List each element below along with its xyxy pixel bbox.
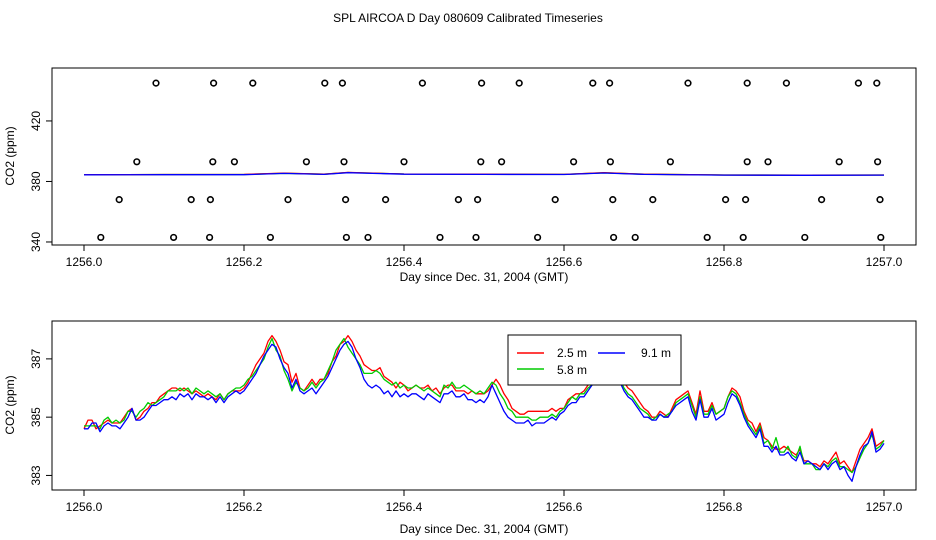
scatter-point bbox=[266, 233, 275, 242]
scatter-point bbox=[876, 196, 884, 204]
top-x-tick-label: 1256.2 bbox=[226, 255, 263, 269]
bottom-x-tick-label: 1256.4 bbox=[386, 500, 423, 514]
legend: 2.5 m 5.8 m 9.1 m bbox=[507, 334, 682, 386]
top-series-line-2 bbox=[83, 172, 885, 176]
top-x-tick-label: 1256.8 bbox=[706, 255, 743, 269]
scatter-point bbox=[284, 196, 292, 204]
top-plot-frame bbox=[51, 67, 917, 246]
scatter-point bbox=[133, 158, 141, 166]
top-x-tick-label: 1256.4 bbox=[386, 255, 423, 269]
bottom-plot-frame bbox=[51, 320, 917, 491]
scatter-point bbox=[589, 79, 597, 87]
scatter-point bbox=[477, 158, 485, 166]
scatter-point bbox=[206, 233, 214, 242]
scatter-point bbox=[569, 158, 578, 166]
scatter-point bbox=[338, 79, 347, 87]
bottom-x-tick-label: 1256.2 bbox=[226, 500, 263, 514]
bottom-plot-content: 1256.0 1256.2 1256.4 1256.6 1256.8 1257.0 383 3… bbox=[29, 334, 903, 514]
scatter-point bbox=[230, 158, 238, 166]
scatter-point bbox=[764, 158, 772, 166]
top-y-tick-label: 420 bbox=[29, 111, 43, 131]
top-x-tick-label: 1256.6 bbox=[546, 255, 583, 269]
bottom-x-axis-label: Day since Dec. 31, 2004 (GMT) bbox=[400, 522, 569, 536]
scatter-point bbox=[743, 79, 751, 87]
scatter-point bbox=[321, 79, 329, 87]
bottom-y-tick-label: 383 bbox=[29, 465, 43, 485]
scatter-point bbox=[666, 158, 675, 166]
bottom-panel: 1256.0 1256.2 1256.4 1256.6 1256.8 1257.0 383 3… bbox=[3, 320, 917, 536]
bottom-x-tick-label: 1256.0 bbox=[66, 500, 103, 514]
scatter-point bbox=[605, 79, 614, 87]
scatter-point bbox=[741, 196, 750, 204]
scatter-point bbox=[817, 196, 826, 204]
top-y-tick-label: 380 bbox=[29, 171, 43, 191]
scatter-point bbox=[873, 158, 882, 166]
scatter-point bbox=[739, 233, 747, 242]
scatter-point bbox=[478, 79, 486, 87]
bottom-series-line-1 bbox=[84, 337, 885, 474]
top-x-axis-label: Day since Dec. 31, 2004 (GMT) bbox=[400, 270, 569, 284]
scatter-point bbox=[418, 79, 427, 87]
scatter-point bbox=[115, 196, 123, 204]
scatter-point bbox=[97, 233, 105, 242]
scatter-point bbox=[533, 233, 542, 242]
scatter-point bbox=[631, 233, 639, 242]
bottom-y-tick-label: 385 bbox=[29, 407, 43, 427]
scatter-point bbox=[400, 158, 408, 166]
scatter-point bbox=[209, 158, 217, 166]
scatter-point bbox=[515, 79, 523, 87]
top-x-tick-label: 1256.0 bbox=[66, 255, 103, 269]
top-y-tick-label: 340 bbox=[29, 232, 43, 252]
bottom-y-tick-label: 387 bbox=[29, 349, 43, 369]
scatter-point bbox=[302, 158, 311, 166]
legend-label-2-5m: 2.5 m bbox=[557, 346, 587, 360]
scatter-point bbox=[382, 196, 390, 204]
scatter-point bbox=[801, 233, 809, 242]
scatter-point bbox=[364, 233, 372, 242]
scatter-point bbox=[721, 196, 730, 204]
scatter-point bbox=[551, 196, 559, 204]
top-plot-content: 1256.0 1256.2 1256.4 1256.6 1256.8 1257.0 340 3… bbox=[29, 79, 903, 269]
top-y-axis-label: CO2 (ppm) bbox=[3, 126, 17, 185]
scatter-point bbox=[170, 233, 178, 242]
bottom-x-tick-label: 1256.8 bbox=[706, 500, 743, 514]
scatter-point bbox=[472, 233, 480, 242]
scatter-point bbox=[782, 79, 791, 87]
scatter-point bbox=[684, 79, 692, 87]
bottom-y-axis-label: CO2 (ppm) bbox=[3, 375, 17, 434]
scatter-point bbox=[454, 196, 463, 204]
chart-title: SPL AIRCOA D Day 080609 Calibrated Times… bbox=[333, 11, 603, 25]
top-x-tick-label: 1257.0 bbox=[866, 255, 903, 269]
scatter-point bbox=[187, 196, 195, 204]
scatter-point bbox=[877, 233, 885, 242]
bottom-series-line-2 bbox=[84, 340, 885, 482]
legend-box bbox=[507, 334, 682, 386]
scatter-point bbox=[249, 79, 257, 87]
scatter-point bbox=[606, 158, 615, 166]
scatter-point bbox=[703, 233, 711, 242]
scatter-point bbox=[854, 79, 863, 87]
scatter-point bbox=[498, 158, 506, 166]
scatter-point bbox=[649, 196, 657, 204]
legend-label-9-1m: 9.1 m bbox=[641, 346, 671, 360]
scatter-point bbox=[474, 196, 482, 204]
scatter-point bbox=[210, 79, 218, 87]
scatter-point bbox=[609, 233, 618, 242]
bottom-x-tick-label: 1257.0 bbox=[866, 500, 903, 514]
scatter-point bbox=[342, 233, 351, 242]
scatter-point bbox=[152, 79, 160, 87]
scatter-point bbox=[206, 196, 214, 204]
legend-label-5-8m: 5.8 m bbox=[557, 363, 587, 377]
scatter-point bbox=[342, 196, 350, 204]
scatter-point bbox=[873, 79, 881, 87]
scatter-point bbox=[340, 158, 348, 166]
scatter-point bbox=[436, 233, 444, 242]
bottom-series-line-0 bbox=[83, 334, 885, 474]
top-panel: 1256.0 1256.2 1256.4 1256.6 1256.8 1257.0 340 3… bbox=[3, 67, 917, 284]
bottom-x-tick-label: 1256.6 bbox=[546, 500, 583, 514]
scatter-point bbox=[835, 158, 843, 166]
scatter-point bbox=[743, 158, 751, 166]
scatter-point bbox=[609, 196, 617, 204]
